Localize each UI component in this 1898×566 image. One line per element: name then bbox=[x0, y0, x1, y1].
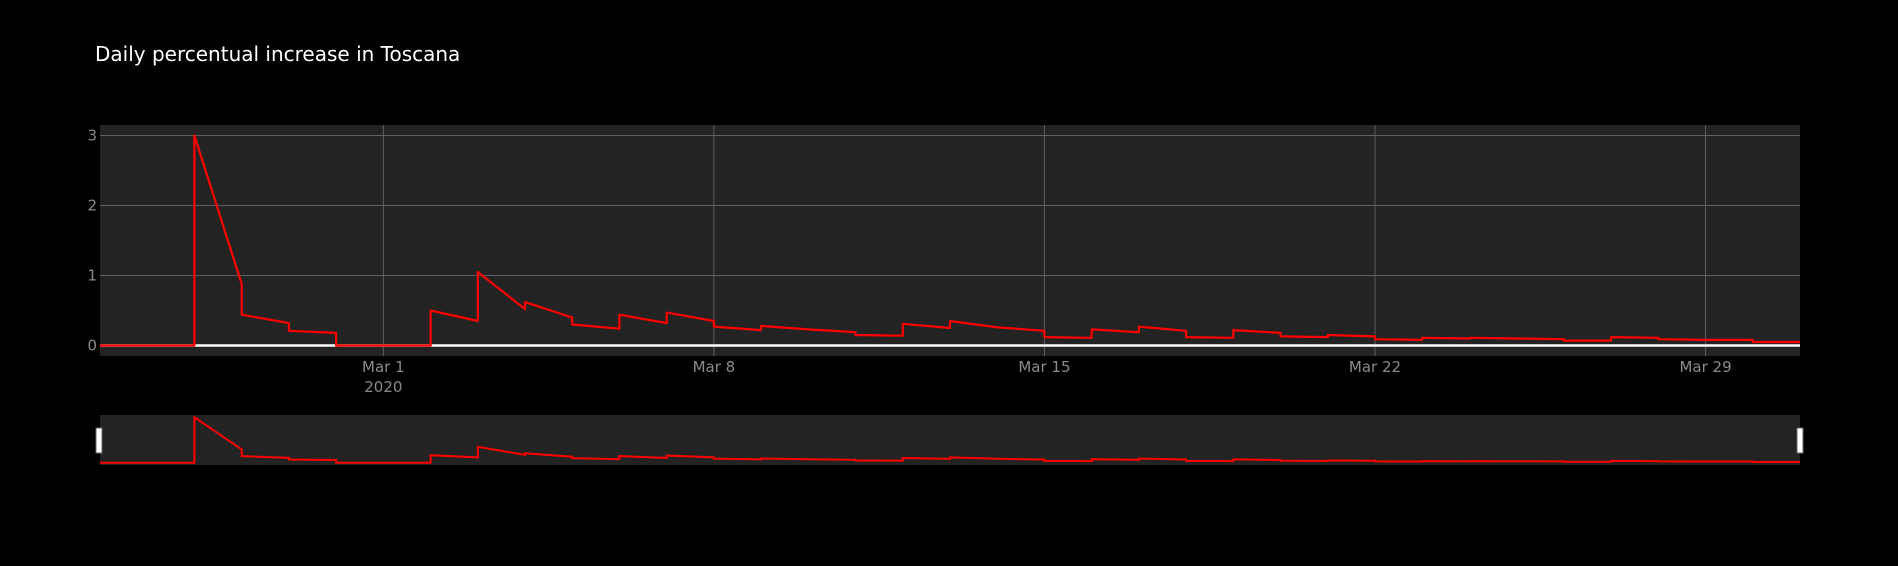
y-tick-label: 1 bbox=[87, 267, 97, 285]
range-slider-series-line bbox=[100, 415, 1800, 464]
y-axis: 0 1 2 3 bbox=[87, 127, 97, 355]
series-line[interactable] bbox=[100, 134, 1800, 347]
x-tick-label: Mar 15 bbox=[1018, 358, 1070, 376]
y-tick-label: 2 bbox=[87, 197, 97, 215]
chart-title: Daily percentual increase in Toscana bbox=[95, 42, 460, 66]
y-tick-label: 0 bbox=[87, 337, 97, 355]
y-tick-label: 3 bbox=[87, 127, 97, 145]
x-tick-label: Mar 29 bbox=[1679, 358, 1731, 376]
x-tick-label: Mar 1 bbox=[362, 358, 405, 376]
range-slider-left-handle[interactable] bbox=[95, 427, 103, 454]
x-tick-sublabel: 2020 bbox=[364, 378, 402, 396]
x-axis: Mar 1 2020 Mar 8 Mar 15 Mar 22 Mar 29 bbox=[362, 358, 1732, 396]
x-tick-label: Mar 22 bbox=[1349, 358, 1401, 376]
x-tick-label: Mar 8 bbox=[693, 358, 736, 376]
grid-lines bbox=[100, 125, 1800, 356]
range-slider-right-handle[interactable] bbox=[1796, 427, 1804, 454]
